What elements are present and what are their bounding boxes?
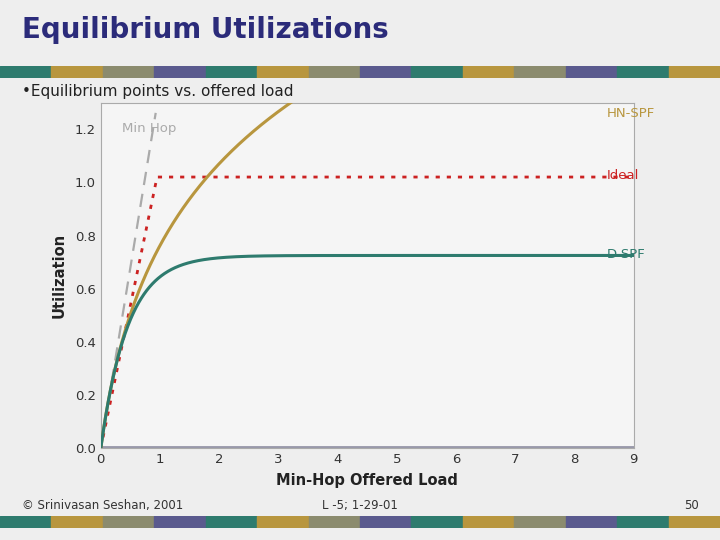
Bar xyxy=(669,516,720,528)
Bar xyxy=(0,66,51,78)
Bar xyxy=(206,66,257,78)
Bar xyxy=(463,516,514,528)
Text: Min Hop: Min Hop xyxy=(122,122,176,134)
Bar xyxy=(51,66,103,78)
Bar xyxy=(411,66,463,78)
Bar xyxy=(154,66,206,78)
Bar xyxy=(617,66,669,78)
Text: Equilibrium Utilizations: Equilibrium Utilizations xyxy=(22,16,388,44)
Bar xyxy=(103,66,154,78)
Bar xyxy=(360,66,411,78)
Bar xyxy=(103,516,154,528)
Text: •Equilibrium points vs. offered load: •Equilibrium points vs. offered load xyxy=(22,84,293,99)
Bar xyxy=(514,516,566,528)
Bar xyxy=(206,516,257,528)
Y-axis label: Utilization: Utilization xyxy=(52,233,66,318)
Text: Ideal: Ideal xyxy=(607,169,639,182)
Bar xyxy=(566,516,617,528)
Bar xyxy=(463,66,514,78)
Text: D-SPF: D-SPF xyxy=(607,248,646,261)
Bar xyxy=(309,66,360,78)
Text: HN-SPF: HN-SPF xyxy=(607,107,655,120)
Bar xyxy=(257,516,309,528)
Bar xyxy=(51,516,103,528)
Bar xyxy=(257,66,309,78)
Bar xyxy=(411,516,463,528)
Bar xyxy=(360,516,411,528)
Text: L -5; 1-29-01: L -5; 1-29-01 xyxy=(322,499,398,512)
Text: 50: 50 xyxy=(684,499,698,512)
Bar xyxy=(154,516,206,528)
Bar xyxy=(566,66,617,78)
Bar xyxy=(669,66,720,78)
X-axis label: Min-Hop Offered Load: Min-Hop Offered Load xyxy=(276,473,458,488)
Bar xyxy=(309,516,360,528)
Bar xyxy=(514,66,566,78)
Bar xyxy=(617,516,669,528)
Bar xyxy=(0,516,51,528)
Text: © Srinivasan Seshan, 2001: © Srinivasan Seshan, 2001 xyxy=(22,499,183,512)
